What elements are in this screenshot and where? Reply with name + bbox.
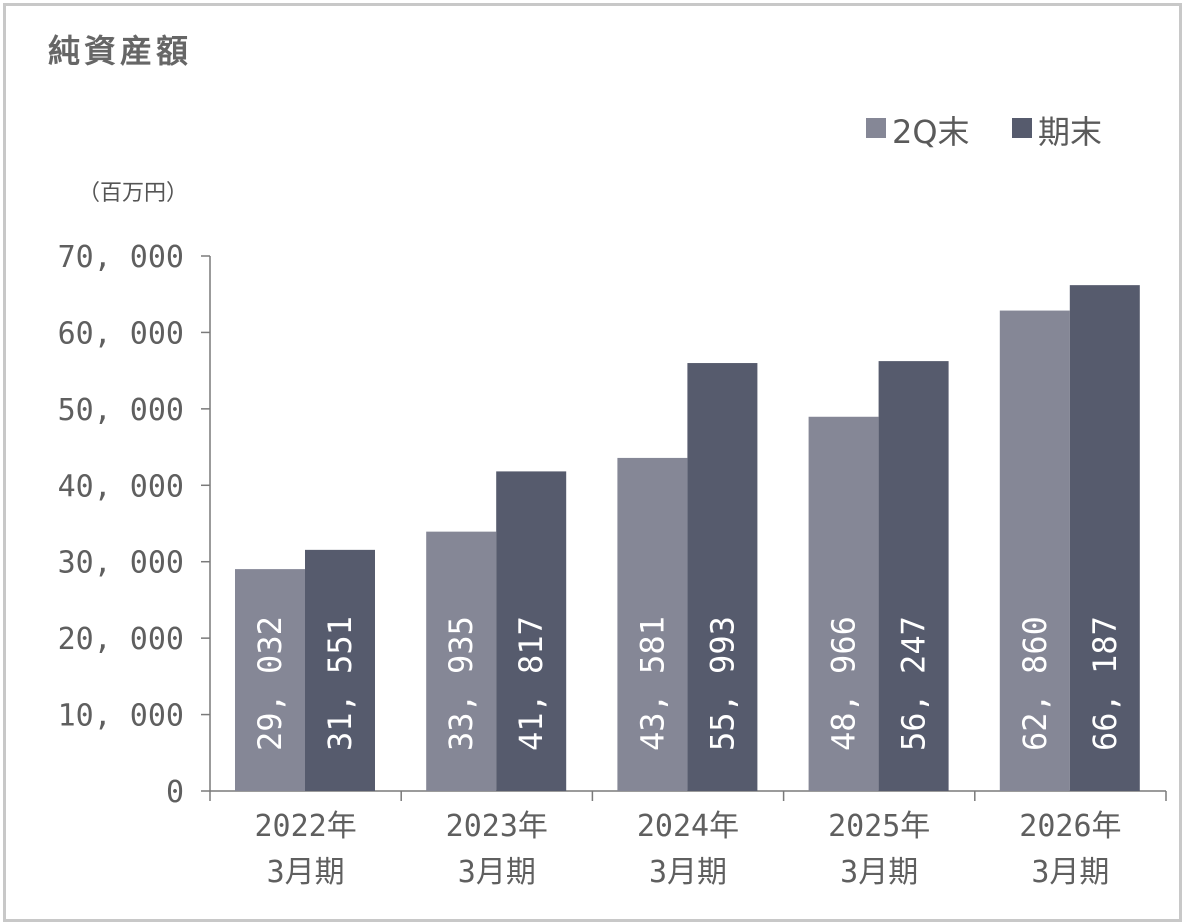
x-category-label: 3月期: [649, 855, 727, 890]
chart-frame: [3, 3, 1182, 922]
x-category-label: 3月期: [840, 855, 918, 890]
bar-2q: [999, 310, 1070, 791]
x-category-label: 2023年: [446, 809, 548, 844]
bar-value-label: 48, 966: [825, 616, 863, 751]
y-tick-label: 0: [166, 775, 184, 810]
unit-label: （百万円）: [78, 181, 188, 206]
x-category-label: 3月期: [1031, 855, 1109, 890]
bars: [235, 285, 1140, 791]
bar-2q: [426, 531, 497, 791]
bar-2q: [617, 457, 688, 791]
bar-year-end: [1069, 285, 1140, 791]
x-category-label: 2024年: [637, 809, 739, 844]
x-category-label: 2026年: [1019, 809, 1121, 844]
y-tick-label: 40, 000: [58, 469, 184, 504]
legend-label-year-end: 期末: [1038, 113, 1102, 151]
y-tick-label: 20, 000: [58, 622, 184, 657]
bar-2q: [235, 569, 305, 791]
bar-value-label: 41, 817: [512, 616, 550, 751]
bar-value-label: 62, 860: [1016, 616, 1054, 751]
legend-swatch-year-end: [1012, 118, 1032, 138]
y-tick-label: 10, 000: [58, 699, 184, 734]
bar-value-label: 55, 993: [703, 616, 741, 751]
y-tick-label: 30, 000: [58, 546, 184, 581]
legend-label-2q: 2Q末: [892, 113, 970, 151]
bar-year-end: [878, 361, 949, 791]
x-category-label: 3月期: [458, 855, 536, 890]
legend: 2Q末 期末: [866, 113, 1102, 151]
bar-year-end: [496, 471, 567, 791]
bar-value-label: 56, 247: [895, 616, 933, 751]
bar-value-label: 43, 581: [633, 616, 671, 751]
bar-year-end: [687, 363, 758, 791]
bar-value-label: 31, 551: [321, 616, 359, 751]
y-tick-label: 50, 000: [58, 393, 184, 428]
legend-swatch-2q: [866, 118, 886, 138]
chart-title: 純資産額: [48, 32, 192, 70]
x-category-label: 3月期: [267, 855, 345, 890]
x-category-label: 2025年: [828, 809, 930, 844]
bar-value-label: 66, 187: [1086, 616, 1124, 751]
x-category-label: 2022年: [254, 809, 356, 844]
bar-year-end: [305, 549, 375, 791]
y-tick-label: 60, 000: [58, 316, 184, 351]
bar-value-label: 33, 935: [442, 616, 480, 751]
y-tick-label: 70, 000: [58, 240, 184, 275]
labels: 0 10, 000 20, 000 30, 000 40, 000 50, 000 60, …: [58, 240, 1124, 890]
bar-value-label: 29, 032: [251, 616, 289, 751]
bar-2q: [808, 416, 879, 791]
